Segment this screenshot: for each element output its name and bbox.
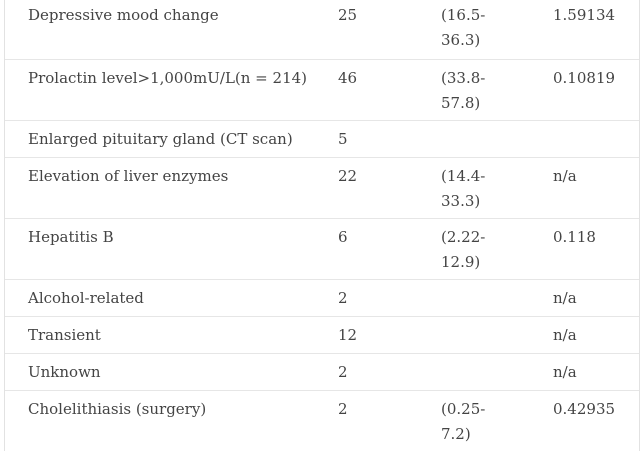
table-left-border [4,0,5,451]
table-row: Alcohol-related 2 n/a [5,280,639,317]
row-label: Transient [28,326,101,344]
row-value: 2 [338,400,348,418]
row-ci: (2.22- 12.9) [441,225,485,275]
row-value: 6 [338,228,348,246]
table-row: Prolactin level>1,000mU/L(n = 214) 46 (3… [5,60,639,121]
table-row: Enlarged pituitary gland (CT scan) 5 [5,121,639,158]
row-p-value: n/a [553,167,577,185]
table-row: Depressive mood change 25 (16.5- 36.3) 1… [5,0,639,60]
ci-line-2: 33.3) [441,192,481,210]
row-label: Elevation of liver enzymes [28,167,229,185]
row-ci: (14.4- 33.3) [441,164,485,214]
table-right-border [639,0,640,451]
row-label: Enlarged pituitary gland (CT scan) [28,130,293,148]
row-p-value: 0.118 [553,228,596,246]
table-row: Unknown 2 n/a [5,354,639,391]
ci-line-1: (14.4- [441,167,486,185]
row-label: Depressive mood change [28,6,219,24]
row-value: 5 [338,130,348,148]
ci-line-1: (33.8- [441,69,486,87]
row-label: Prolactin level>1,000mU/L(n = 214) [28,69,308,87]
row-value: 12 [338,326,358,344]
table-row: Cholelithiasis (surgery) 2 (0.25- 7.2) 0… [5,391,639,451]
row-value: 2 [338,363,348,381]
row-p-value: 1.59134 [553,6,616,24]
row-p-value: 0.42935 [553,400,616,418]
row-label: Unknown [28,363,101,381]
row-p-value: 0.10819 [553,69,616,87]
ci-line-1: (16.5- [441,6,486,24]
row-p-value: n/a [553,363,577,381]
data-table: Depressive mood change 25 (16.5- 36.3) 1… [5,0,639,451]
row-value: 25 [338,6,358,24]
table-row: Transient 12 n/a [5,317,639,354]
row-label: Hepatitis B [28,228,114,246]
table-row: Hepatitis B 6 (2.22- 12.9) 0.118 [5,219,639,280]
ci-line-2: 36.3) [441,31,481,49]
row-p-value: n/a [553,326,577,344]
row-value: 2 [338,289,348,307]
table-row: Elevation of liver enzymes 22 (14.4- 33.… [5,158,639,219]
ci-line-2: 7.2) [441,425,471,443]
row-p-value: n/a [553,289,577,307]
row-value: 22 [338,167,358,185]
row-label: Alcohol-related [28,289,144,307]
row-value: 46 [338,69,358,87]
ci-line-2: 12.9) [441,253,481,271]
ci-line-2: 57.8) [441,94,481,112]
row-ci: (33.8- 57.8) [441,66,485,116]
ci-line-1: (0.25- [441,400,486,418]
ci-line-1: (2.22- [441,228,486,246]
row-ci: (0.25- 7.2) [441,397,485,447]
row-ci: (16.5- 36.3) [441,3,485,53]
row-label: Cholelithiasis (surgery) [28,400,207,418]
